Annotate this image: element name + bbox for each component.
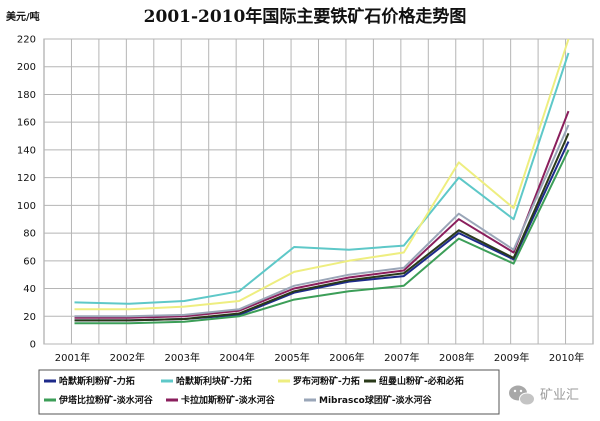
y-tick-label: 220: [17, 35, 36, 46]
x-tick-label: 2006年: [329, 351, 364, 364]
y-axis-label: 美元/吨: [6, 10, 40, 23]
legend-item-label: Mibrasco球团矿-淡水河谷: [319, 394, 433, 406]
x-axis: 2001年 2002年 2003年 2004年 2005年 2006年 2007年 2008年…: [55, 351, 585, 364]
y-tick-label: 120: [17, 173, 36, 184]
grid: [44, 38, 593, 345]
watermark: 矿业汇: [509, 385, 579, 406]
y-tick-label: 40: [23, 284, 36, 295]
x-tick-label: 2008年: [439, 351, 474, 364]
legend-item-label: 卡拉加斯粉矿-淡水河谷: [181, 394, 276, 406]
x-tick-label: 2004年: [219, 351, 254, 364]
legend-item-label: 罗布河粉矿-力拓: [293, 375, 360, 387]
series-line: [74, 149, 570, 325]
y-axis: 0 20 40 60 80 100 120 140 160 180 200 220: [17, 35, 36, 351]
legend-item-label: 纽曼山粉矿-必和必拓: [379, 375, 464, 387]
legend: 哈默斯利粉矿-力拓 哈默斯利块矿-力拓 罗布河粉矿-力拓 纽曼山粉矿-必和必拓伊塔比拉…: [44, 375, 464, 406]
legend-box: [38, 369, 500, 415]
x-tick-label: 2009年: [494, 351, 529, 364]
x-tick-label: 2001年: [55, 351, 90, 364]
y-tick-label: 180: [17, 90, 36, 101]
x-tick-label: 2002年: [110, 351, 145, 364]
legend-item-label: 哈默斯利块矿-力拓: [176, 375, 252, 387]
series-line: [74, 38, 570, 311]
y-tick-label: 100: [17, 201, 36, 212]
y-tick-label: 20: [23, 312, 36, 323]
y-tick-label: 200: [17, 62, 36, 73]
y-tick-label: 0: [30, 340, 36, 351]
series-line: [74, 132, 570, 322]
legend-item-label: 伊塔比拉粉矿-淡水河谷: [58, 394, 154, 406]
x-tick-label: 2007年: [384, 351, 419, 364]
series-line: [74, 52, 570, 305]
x-tick-label: 2005年: [274, 351, 309, 364]
wechat-icon: [509, 385, 535, 406]
y-tick-label: 140: [17, 145, 36, 156]
y-tick-label: 160: [17, 118, 36, 129]
series-line: [74, 110, 570, 319]
series-group: [74, 38, 570, 325]
x-tick-label: 2010年: [549, 351, 584, 364]
series-line: [74, 124, 570, 318]
watermark-text: 矿业汇: [540, 388, 579, 403]
y-tick-label: 60: [23, 256, 36, 267]
chart-title: 2001-2010年国际主要铁矿石价格走势图: [144, 6, 467, 27]
y-tick-label: 80: [23, 229, 36, 240]
legend-item-label: 哈默斯利粉矿-力拓: [59, 375, 135, 387]
x-tick-label: 2003年: [165, 351, 200, 364]
